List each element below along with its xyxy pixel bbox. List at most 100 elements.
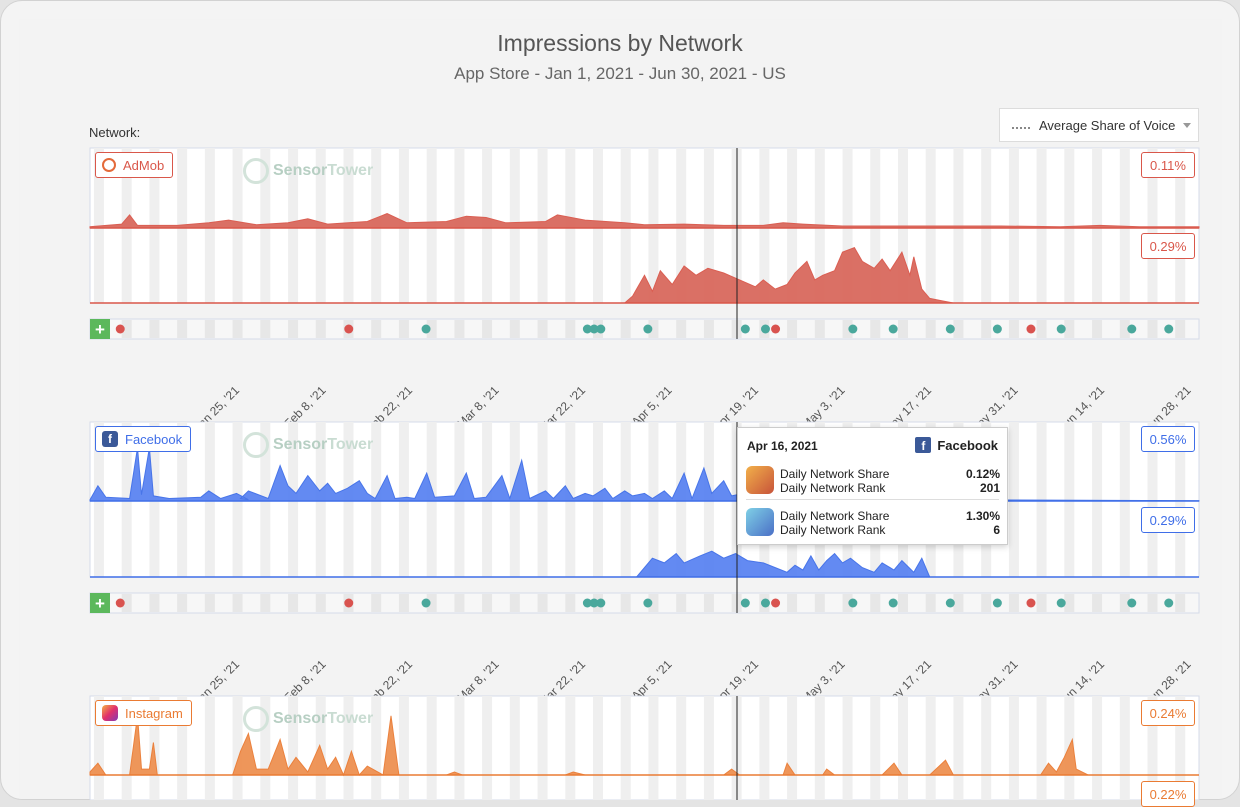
weekend-band — [593, 696, 604, 800]
weekend-band — [565, 696, 576, 800]
watermark-text-2: Tower — [327, 162, 374, 179]
weekend-band — [787, 320, 798, 338]
watermark-text-2: Tower — [327, 436, 374, 453]
watermark-text-1: Sensor — [273, 710, 328, 727]
feature-event-marker — [1127, 324, 1137, 334]
weekend-band — [1036, 320, 1047, 338]
weekend-band — [315, 320, 326, 338]
weekend-band — [648, 594, 659, 612]
app-icon-1 — [746, 466, 774, 494]
weekend-band — [1175, 696, 1186, 800]
weekend-band — [537, 320, 548, 338]
update-event-marker — [115, 598, 125, 608]
weekend-band — [897, 696, 908, 800]
sensortower-logo-icon — [243, 432, 269, 458]
tooltip-network-name: Facebook — [937, 437, 998, 453]
weekend-band — [703, 594, 714, 612]
tooltip-share-value: 1.30% — [965, 509, 1000, 523]
add-event-button — [90, 319, 110, 339]
weekend-band — [343, 696, 354, 800]
weekend-band — [260, 696, 271, 800]
weekend-band — [288, 594, 299, 612]
network-badge-instagram[interactable]: Instagram — [95, 700, 192, 726]
weekend-band — [620, 594, 631, 612]
weekend-band — [1119, 696, 1130, 800]
weekend-band — [537, 594, 548, 612]
feature-event-marker — [589, 598, 599, 608]
weekend-band — [565, 320, 576, 338]
instagram-icon — [102, 705, 118, 721]
weekend-band — [482, 696, 493, 800]
weekend-band — [1064, 594, 1075, 612]
weekend-band — [648, 696, 659, 800]
feature-event-marker — [1164, 598, 1174, 608]
tooltip-share-label: Daily Network Share — [780, 467, 890, 481]
network-badge-facebook[interactable]: f Facebook — [95, 426, 192, 452]
sensortower-logo-icon — [243, 158, 269, 184]
feature-event-marker — [1127, 598, 1137, 608]
weekend-band — [232, 320, 243, 338]
weekend-band — [981, 320, 992, 338]
feature-event-marker — [888, 324, 898, 334]
feature-event-marker — [643, 324, 653, 334]
weekend-band — [620, 696, 631, 800]
weekend-band — [842, 594, 853, 612]
weekend-band — [897, 594, 908, 612]
weekend-band — [204, 696, 215, 800]
watermark-text-1: Sensor — [273, 436, 328, 453]
tooltip-rank-value: 6 — [993, 523, 1000, 537]
weekend-band — [676, 320, 687, 338]
series-area-admob — [89, 213, 1200, 229]
weekend-band — [149, 594, 160, 612]
tooltip-share-label: Daily Network Share — [780, 509, 890, 523]
watermark-text-1: Sensor — [273, 162, 328, 179]
feature-event-marker — [740, 598, 750, 608]
chart-tooltip: Apr 16, 2021 f Facebook Daily Network Sha… — [737, 427, 1008, 545]
weekend-band — [787, 594, 798, 612]
weekend-band — [537, 696, 548, 800]
weekend-band — [482, 320, 493, 338]
feature-event-marker — [1056, 598, 1066, 608]
weekend-band — [676, 696, 687, 800]
weekend-band — [1036, 594, 1047, 612]
feature-event-marker — [589, 324, 599, 334]
update-event-marker — [115, 324, 125, 334]
weekend-band — [1175, 320, 1186, 338]
feature-event-marker — [888, 598, 898, 608]
weekend-band — [121, 320, 132, 338]
sensortower-watermark: Sensor Tower — [243, 706, 373, 732]
add-event-button — [90, 593, 110, 613]
feature-event-marker — [760, 324, 770, 334]
network-badge-admob[interactable]: AdMob — [95, 152, 174, 178]
tooltip-rank-value: 201 — [979, 481, 1000, 495]
weekend-band — [398, 696, 409, 800]
weekend-band — [509, 320, 520, 338]
weekend-band — [703, 320, 714, 338]
feature-event-marker — [421, 598, 431, 608]
weekend-band — [1064, 320, 1075, 338]
plus-icon: + — [95, 320, 105, 339]
weekend-band — [703, 696, 714, 800]
weekend-band — [1064, 422, 1075, 577]
weekend-band — [1175, 148, 1186, 303]
series-area-facebook — [90, 550, 1199, 578]
tooltip-rank-label: Daily Network Rank — [780, 523, 886, 537]
tooltip-share-value: 0.12% — [965, 467, 1000, 481]
weekend-band — [260, 320, 271, 338]
update-event-marker — [1026, 324, 1036, 334]
share-of-voice-dropdown[interactable]: Average Share of Voice — [999, 108, 1199, 142]
network-name-admob: AdMob — [123, 157, 165, 173]
feature-event-marker — [596, 598, 606, 608]
weekend-band — [1119, 148, 1130, 303]
weekend-band — [620, 320, 631, 338]
weekend-band — [260, 594, 271, 612]
weekend-band — [1147, 422, 1158, 577]
weekend-band — [121, 594, 132, 612]
weekend-band — [648, 320, 659, 338]
feature-event-marker — [740, 324, 750, 334]
weekend-band — [315, 594, 326, 612]
weekend-band — [1036, 148, 1047, 303]
weekend-band — [204, 594, 215, 612]
weekend-band — [177, 594, 188, 612]
